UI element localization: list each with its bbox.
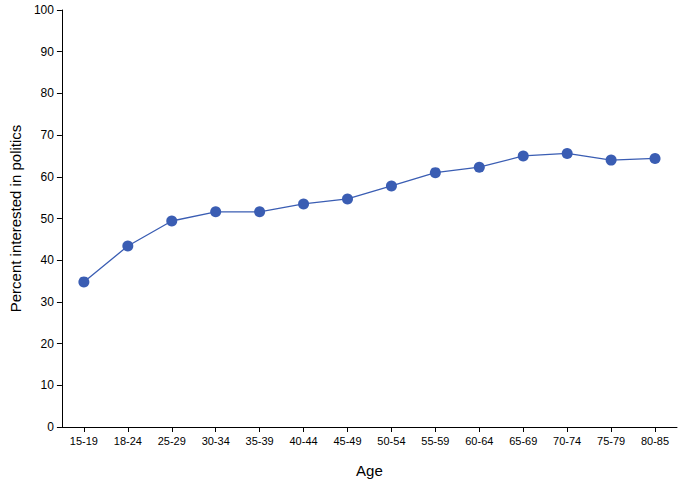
svg-text:30-34: 30-34 (202, 435, 230, 447)
svg-text:25-29: 25-29 (158, 435, 186, 447)
svg-text:Age: Age (356, 462, 383, 479)
svg-text:15-19: 15-19 (70, 435, 98, 447)
svg-text:60: 60 (41, 170, 55, 184)
svg-text:65-69: 65-69 (509, 435, 537, 447)
svg-text:60-64: 60-64 (465, 435, 493, 447)
svg-text:35-39: 35-39 (246, 435, 274, 447)
svg-text:80-85: 80-85 (641, 435, 669, 447)
svg-text:0: 0 (47, 420, 54, 434)
svg-text:10: 10 (41, 378, 55, 392)
svg-text:45-49: 45-49 (333, 435, 361, 447)
svg-text:80: 80 (41, 86, 55, 100)
svg-text:50-54: 50-54 (377, 435, 405, 447)
svg-text:40: 40 (41, 253, 55, 267)
svg-text:Percent interested in politics: Percent interested in politics (7, 125, 24, 313)
svg-text:70: 70 (41, 128, 55, 142)
svg-text:20: 20 (41, 337, 55, 351)
svg-text:50: 50 (41, 212, 55, 226)
svg-text:55-59: 55-59 (421, 435, 449, 447)
svg-text:30: 30 (41, 295, 55, 309)
svg-text:40-44: 40-44 (289, 435, 317, 447)
svg-text:18-24: 18-24 (114, 435, 142, 447)
svg-text:75-79: 75-79 (597, 435, 625, 447)
svg-text:70-74: 70-74 (553, 435, 581, 447)
svg-text:90: 90 (41, 45, 55, 59)
svg-text:100: 100 (34, 3, 54, 17)
